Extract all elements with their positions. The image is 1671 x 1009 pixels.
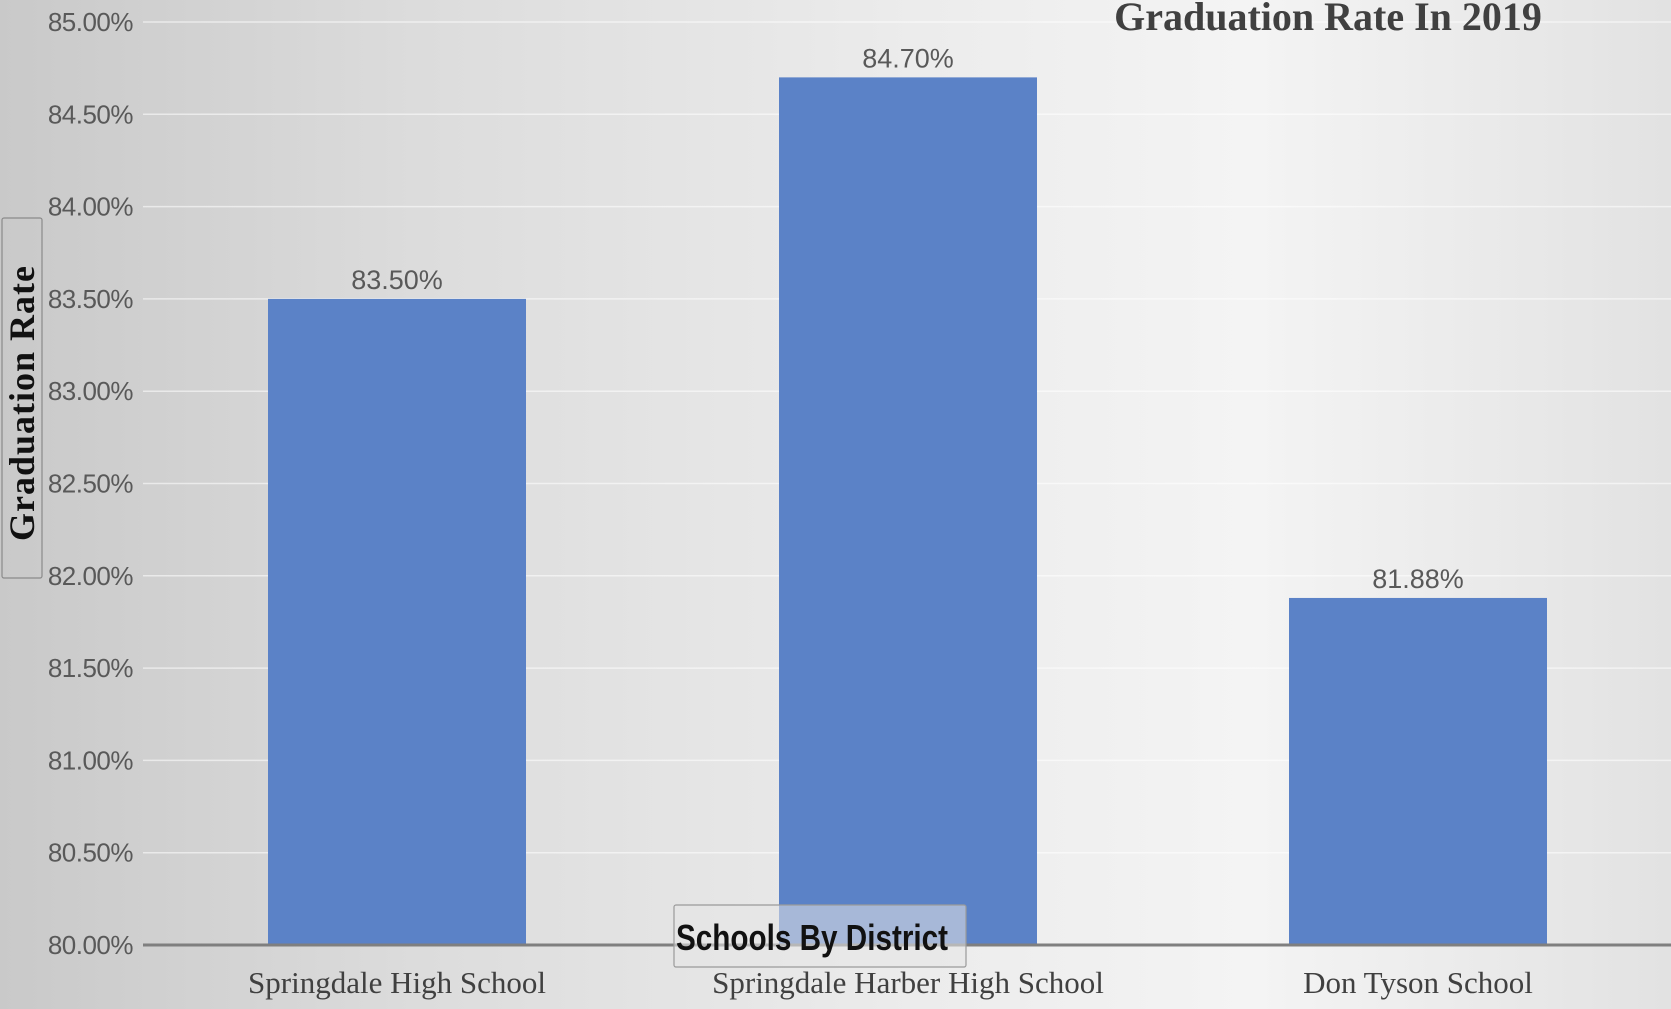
x-axis-category-labels: Springdale High School Springdale Harber … [248, 965, 1533, 1000]
bar [779, 77, 1037, 945]
x-category-label: Don Tyson School [1303, 965, 1533, 1000]
y-tick-label: 82.00% [48, 561, 134, 591]
y-axis-title-box: Graduation Rate [1, 217, 43, 579]
x-category-label: Springdale Harber High School [712, 965, 1104, 1000]
y-axis-title: Graduation Rate [2, 265, 42, 541]
x-category-label: Springdale High School [248, 965, 546, 1000]
y-tick-label: 84.50% [48, 99, 134, 129]
bars [268, 77, 1547, 945]
y-tick-label: 82.50% [48, 469, 134, 499]
y-tick-label: 84.00% [48, 192, 134, 222]
data-label: 84.70% [862, 43, 954, 73]
y-tick-label: 81.00% [48, 745, 134, 775]
data-labels: 83.50% 84.70% 81.88% [351, 43, 1464, 594]
y-tick-label: 83.00% [48, 376, 134, 406]
y-tick-label: 83.50% [48, 284, 134, 314]
y-tick-label: 80.00% [48, 930, 134, 960]
y-tick-label: 80.50% [48, 838, 134, 868]
y-tick-label: 85.00% [48, 7, 134, 37]
bar [268, 298, 526, 945]
y-axis-tick-labels: 80.00% 80.50% 81.00% 81.50% 82.00% 82.50% 83.0… [48, 7, 134, 960]
x-axis-title-box: Schools By District [673, 904, 967, 968]
bar [1289, 597, 1547, 945]
data-label: 81.88% [1372, 564, 1464, 594]
x-axis-title: Schools By District [676, 917, 948, 958]
y-tick-label: 81.50% [48, 653, 134, 683]
chart-title: Graduation Rate In 2019 [1114, 0, 1542, 39]
data-label: 83.50% [351, 265, 443, 295]
